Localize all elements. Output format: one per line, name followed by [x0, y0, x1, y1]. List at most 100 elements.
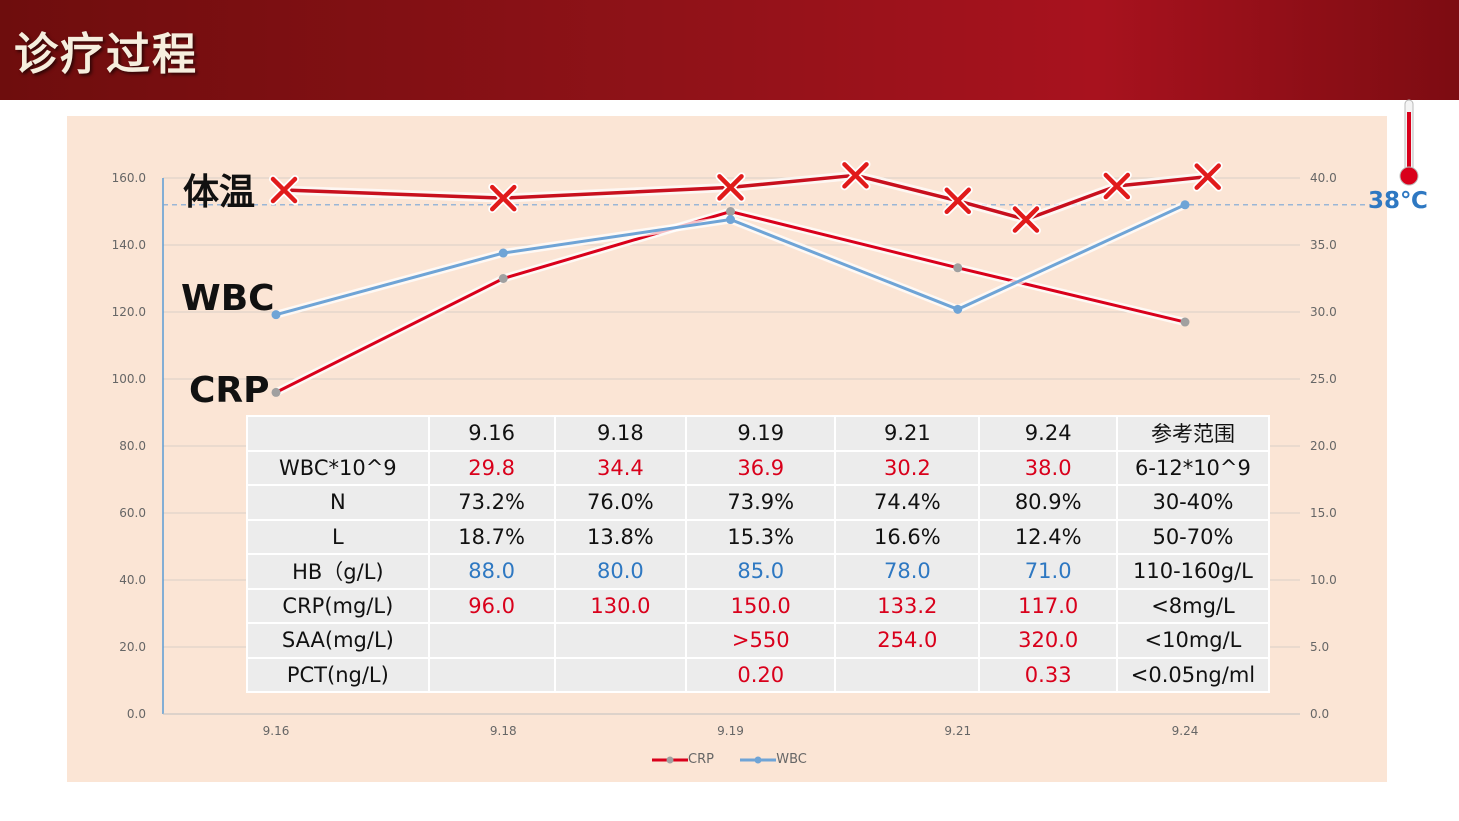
wbc-point: [1180, 200, 1190, 210]
table-cell: 15.3%: [685, 518, 837, 555]
right-tick-label: 5.0: [1310, 640, 1329, 654]
table-cell: 150.0: [685, 587, 837, 624]
table-row: HB（g/L) 88.0 80.0 85.0 78.0 71.0 110-160g/L: [246, 553, 1271, 590]
wbc-point: [953, 304, 963, 314]
temp-marker: [270, 176, 298, 204]
table-header-cell: 9.16: [427, 415, 556, 452]
table-cell: 130.0: [553, 587, 688, 624]
crp-point: [726, 207, 735, 216]
table-cell: 117.0: [978, 587, 1118, 624]
reference-range-cell: <8mg/L: [1115, 587, 1271, 624]
temp-series-label: 体温: [183, 172, 256, 213]
table-cell: 254.0: [834, 622, 981, 659]
table-cell: 0.20: [685, 656, 837, 693]
x-tick-label: 9.16: [263, 724, 290, 738]
table-row: CRP(mg/L) 96.0 130.0 150.0 133.2 117.0 <8mg/L: [246, 587, 1271, 624]
table-header-cell: 9.19: [685, 415, 837, 452]
table-header-row: 9.16 9.18 9.19 9.21 9.24 参考范围: [246, 415, 1271, 452]
table-row: N 73.2% 76.0% 73.9% 74.4% 80.9% 30-40%: [246, 484, 1271, 521]
left-tick-label: 0.0: [127, 707, 146, 721]
table-cell: 78.0: [834, 553, 981, 590]
table-row: SAA(mg/L) >550 254.0 320.0 <10mg/L: [246, 622, 1271, 659]
table-header-cell: 9.21: [834, 415, 981, 452]
temp-marker: [490, 184, 517, 212]
table-cell: 13.8%: [553, 518, 688, 555]
row-label: N: [246, 484, 430, 521]
table-cell: 85.0: [685, 553, 837, 590]
table-header-cell: 9.18: [553, 415, 688, 452]
right-tick-label: 40.0: [1310, 171, 1337, 185]
lab-results-table: 9.16 9.18 9.19 9.21 9.24 参考范围 WBC*10^9 29.8 34.4…: [246, 415, 1271, 693]
reference-range-cell: 110-160g/L: [1115, 553, 1271, 590]
crp-legend-swatch: [652, 756, 688, 763]
row-label: HB（g/L): [246, 553, 430, 590]
right-tick-label: 0.0: [1310, 707, 1329, 721]
table-cell: 320.0: [978, 622, 1118, 659]
wbc-point: [498, 248, 508, 258]
wbc-series-label: WBC: [181, 278, 275, 319]
legend: CRP WBC: [652, 752, 807, 767]
table-cell: 133.2: [834, 587, 981, 624]
left-tick-label: 100.0: [112, 372, 146, 386]
table-cell: 80.0: [553, 553, 688, 590]
table-cell: 96.0: [427, 587, 556, 624]
row-label: WBC*10^9: [246, 449, 430, 486]
temp-marker: [842, 162, 869, 189]
table-cell: [553, 656, 688, 693]
left-tick-label: 160.0: [112, 171, 146, 185]
table-cell: [553, 622, 688, 659]
table-cell: 76.0%: [553, 484, 688, 521]
table-cell: 30.2: [834, 449, 981, 486]
temp-marker: [1012, 206, 1040, 233]
table-cell: 73.2%: [427, 484, 556, 521]
crp-line: [275, 209, 1186, 394]
table-row: L 18.7% 13.8% 15.3% 16.6% 12.4% 50-70%: [246, 518, 1271, 555]
table-header-cell: 参考范围: [1115, 415, 1271, 452]
right-tick-label: 35.0: [1310, 238, 1337, 252]
reference-range-cell: 30-40%: [1115, 484, 1271, 521]
left-tick-label: 120.0: [112, 305, 146, 319]
crp-point: [1180, 317, 1190, 327]
header-banner: 诊疗过程: [0, 0, 1459, 100]
reference-range-cell: 6-12*10^9: [1115, 449, 1271, 486]
table-cell: 80.9%: [978, 484, 1118, 521]
temp-marker: [1103, 172, 1131, 200]
x-tick-label: 9.24: [1172, 724, 1199, 738]
reference-range-cell: <0.05ng/ml: [1115, 656, 1271, 693]
x-tick-label: 9.19: [717, 724, 744, 738]
table-cell: [427, 656, 556, 693]
table-cell: >550: [685, 622, 837, 659]
table-cell: 36.9: [685, 449, 837, 486]
crp-point: [953, 263, 963, 273]
temp-marker: [944, 187, 971, 215]
left-tick-label: 20.0: [119, 640, 146, 654]
x-tick-label: 9.21: [944, 724, 971, 738]
row-label: L: [246, 518, 430, 555]
wbc-legend-label: WBC: [776, 752, 807, 767]
table-cell: 74.4%: [834, 484, 981, 521]
table-cell: 34.4: [553, 449, 688, 486]
wbc-point: [726, 215, 735, 225]
table-cell: 88.0: [427, 553, 556, 590]
left-tick-label: 80.0: [119, 439, 146, 453]
table-corner-cell: [246, 415, 430, 452]
left-tick-label: 40.0: [119, 573, 146, 587]
right-tick-label: 15.0: [1310, 506, 1337, 520]
reference-range-cell: <10mg/L: [1115, 622, 1271, 659]
table-row: WBC*10^9 29.8 34.4 36.9 30.2 38.0 6-12*10^9: [246, 449, 1271, 486]
x-tick-label: 9.18: [490, 724, 517, 738]
threshold-label: 38℃: [1368, 188, 1428, 214]
wbc-point: [271, 310, 281, 320]
row-label: SAA(mg/L): [246, 622, 430, 659]
right-tick-label: 25.0: [1310, 372, 1337, 386]
thermometer-icon: [1399, 99, 1419, 186]
table-cell: 38.0: [978, 449, 1118, 486]
crp-legend-label: CRP: [688, 752, 714, 767]
right-tick-label: 10.0: [1310, 573, 1337, 587]
reference-range-cell: 50-70%: [1115, 518, 1271, 555]
table-cell: [427, 622, 556, 659]
right-tick-label: 20.0: [1310, 439, 1337, 453]
table-cell: 71.0: [978, 553, 1118, 590]
temp-marker: [717, 174, 744, 201]
table-cell: 29.8: [427, 449, 556, 486]
